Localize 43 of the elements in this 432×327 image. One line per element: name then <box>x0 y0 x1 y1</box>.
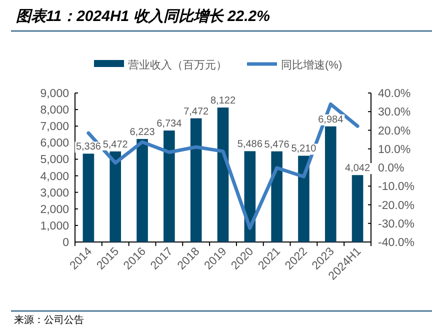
bar <box>164 130 175 242</box>
legend-label: 同比增速(%) <box>281 58 342 72</box>
y2-tick-label: -20.0% <box>378 200 414 212</box>
data-label: 5,472 <box>102 139 128 150</box>
bar <box>190 118 202 242</box>
bar <box>217 108 229 242</box>
y2-tick-label: -30.0% <box>378 218 414 230</box>
bar <box>271 151 282 242</box>
y-tick-label: 5,000 <box>40 154 69 166</box>
y-tick-label: 6,000 <box>40 138 69 150</box>
y-tick-label: 9,000 <box>40 88 69 100</box>
data-label: 5,336 <box>76 142 102 153</box>
y2-tick-label: 0.0% <box>378 162 404 174</box>
bar <box>352 175 364 242</box>
data-label: 6,223 <box>130 126 156 138</box>
y-tick-label: 1,000 <box>40 220 69 232</box>
y-tick-label: 7,000 <box>40 121 69 134</box>
bar <box>136 138 148 242</box>
chart-title: 图表11：2024H1 收入同比增长 22.2% <box>16 8 270 25</box>
bar <box>324 126 336 242</box>
bar <box>298 156 310 242</box>
y2-tick-label: 40.0% <box>378 88 411 100</box>
data-label: 7,472 <box>184 106 210 118</box>
y-tick-label: 2,000 <box>40 204 69 216</box>
y-tick-label: 4,000 <box>40 170 69 183</box>
data-label: 8,122 <box>210 96 236 107</box>
y2-tick-label: 30.0% <box>378 106 411 119</box>
data-label: 5,476 <box>264 139 290 150</box>
legend-label: 营业收入（百万元） <box>128 58 227 72</box>
data-label: 6,984 <box>318 114 344 126</box>
y-tick-label: 3,000 <box>40 187 69 200</box>
data-label: 6,734 <box>156 118 182 130</box>
y-tick-label: 8,000 <box>40 104 69 117</box>
y2-tick-label: 20.0% <box>378 125 411 138</box>
y2-tick-label: -10.0% <box>378 181 414 194</box>
y2-tick-label: 10.0% <box>378 144 411 156</box>
y-tick-label: 0 <box>62 237 69 249</box>
data-label: 5,210 <box>291 144 317 155</box>
data-label: 4,042 <box>345 163 370 174</box>
source-note: 来源：公司公告 <box>14 314 84 326</box>
bar <box>82 154 94 242</box>
data-label: 5,486 <box>237 139 263 150</box>
y2-tick-label: -40.0% <box>378 237 414 249</box>
